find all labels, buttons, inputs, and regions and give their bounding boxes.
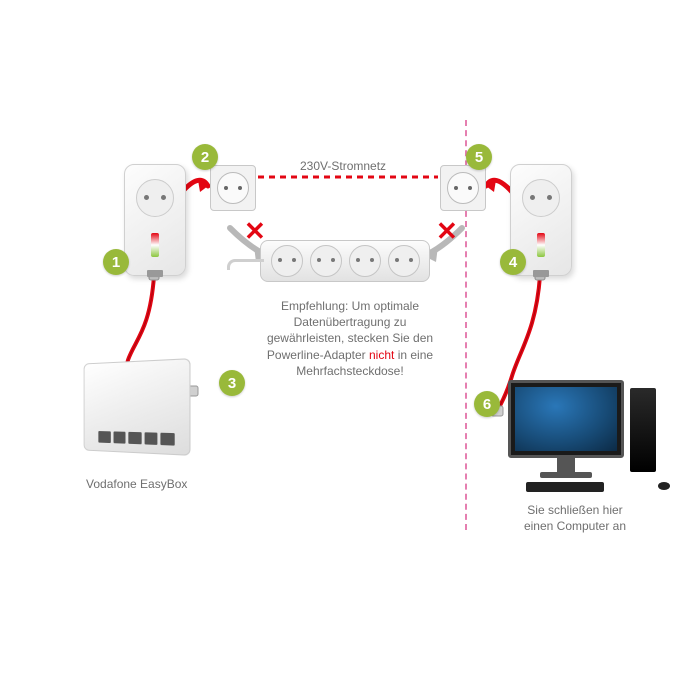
router-label: Vodafone EasyBox: [86, 476, 187, 492]
wall-socket-left: [210, 165, 256, 211]
router-easybox: [70, 355, 200, 465]
step-badge-3: 3: [219, 370, 245, 396]
nicht-word: nicht: [369, 348, 394, 362]
powerline-adapter-left: [124, 164, 186, 276]
x-mark-left: ✕: [244, 216, 266, 247]
wall-socket-right: [440, 165, 486, 211]
step-badge-2: 2: [192, 144, 218, 170]
step-badge-5: 5: [466, 144, 492, 170]
power-strip: [260, 240, 430, 282]
step-badge-6: 6: [474, 391, 500, 417]
desktop-computer: [508, 380, 624, 478]
step-badge-4: 4: [500, 249, 526, 275]
x-mark-right: ✕: [436, 216, 458, 247]
diagram-canvas: ✕ ✕ 1 2 3 4 5 6 230V-Stromnetz Empfehlun…: [0, 0, 700, 700]
step-badge-1: 1: [103, 249, 129, 275]
empfehlung-text: Empfehlung: Um optimale Datenübertragung…: [255, 298, 445, 379]
pc-label: Sie schließen hier einen Computer an: [510, 502, 640, 534]
stromnetz-label: 230V-Stromnetz: [300, 158, 386, 174]
